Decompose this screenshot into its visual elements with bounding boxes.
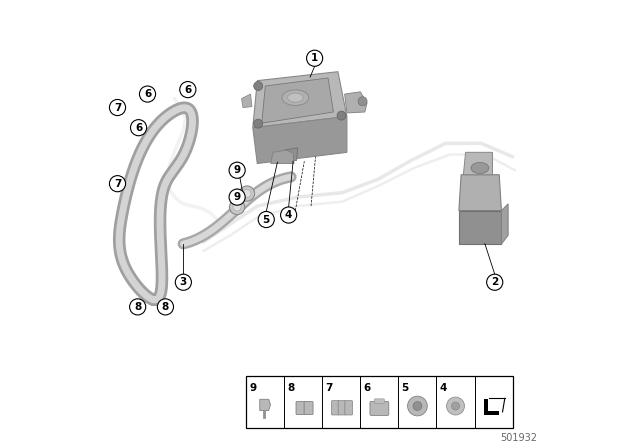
Polygon shape xyxy=(253,116,347,164)
Text: 6: 6 xyxy=(184,85,191,95)
Circle shape xyxy=(140,86,156,102)
Circle shape xyxy=(447,397,465,415)
Text: 3: 3 xyxy=(180,277,187,287)
Polygon shape xyxy=(260,399,271,410)
Text: 4: 4 xyxy=(285,210,292,220)
Circle shape xyxy=(258,211,275,228)
Text: 6: 6 xyxy=(144,89,151,99)
Circle shape xyxy=(109,176,125,192)
FancyBboxPatch shape xyxy=(370,401,388,415)
Text: 6: 6 xyxy=(135,123,142,133)
FancyBboxPatch shape xyxy=(345,401,353,415)
Polygon shape xyxy=(345,92,367,113)
Text: 5: 5 xyxy=(401,383,409,392)
Circle shape xyxy=(180,82,196,98)
Bar xyxy=(484,399,488,415)
Circle shape xyxy=(451,402,460,410)
Text: 501932: 501932 xyxy=(500,433,538,443)
Bar xyxy=(246,376,513,428)
Polygon shape xyxy=(262,78,333,123)
Ellipse shape xyxy=(282,90,309,105)
Circle shape xyxy=(230,199,244,215)
Circle shape xyxy=(486,274,503,290)
Text: 9: 9 xyxy=(249,383,256,392)
Circle shape xyxy=(408,396,428,416)
Circle shape xyxy=(131,120,147,136)
Circle shape xyxy=(307,50,323,66)
Text: 8: 8 xyxy=(162,302,169,312)
Circle shape xyxy=(337,111,346,120)
Bar xyxy=(484,410,499,415)
Text: 1: 1 xyxy=(311,53,318,63)
Polygon shape xyxy=(459,211,502,244)
FancyBboxPatch shape xyxy=(338,401,346,415)
Polygon shape xyxy=(242,94,252,108)
FancyBboxPatch shape xyxy=(374,399,384,403)
Text: 8: 8 xyxy=(134,302,141,312)
Text: 9: 9 xyxy=(234,165,241,175)
Text: 7: 7 xyxy=(114,179,121,189)
Text: 9: 9 xyxy=(234,192,241,202)
Text: 7: 7 xyxy=(114,103,121,112)
Circle shape xyxy=(229,162,245,178)
Circle shape xyxy=(233,203,241,211)
Circle shape xyxy=(175,274,191,290)
Circle shape xyxy=(130,299,146,315)
Ellipse shape xyxy=(287,93,303,102)
FancyBboxPatch shape xyxy=(332,401,339,415)
Circle shape xyxy=(157,299,173,315)
Circle shape xyxy=(109,99,125,116)
Polygon shape xyxy=(463,152,493,175)
Ellipse shape xyxy=(471,162,489,174)
Text: 8: 8 xyxy=(287,383,294,392)
FancyBboxPatch shape xyxy=(304,401,313,414)
Circle shape xyxy=(239,186,255,201)
Polygon shape xyxy=(253,72,347,128)
Circle shape xyxy=(229,189,245,205)
Circle shape xyxy=(280,207,297,223)
Polygon shape xyxy=(459,175,502,211)
Circle shape xyxy=(413,401,422,410)
Text: 6: 6 xyxy=(364,383,371,392)
FancyBboxPatch shape xyxy=(296,401,305,414)
Circle shape xyxy=(253,82,262,90)
Circle shape xyxy=(243,190,251,198)
Text: 2: 2 xyxy=(491,277,499,287)
Polygon shape xyxy=(502,204,508,244)
Polygon shape xyxy=(271,150,294,164)
Text: 7: 7 xyxy=(325,383,333,392)
Polygon shape xyxy=(282,148,298,161)
Circle shape xyxy=(253,119,262,128)
Text: 4: 4 xyxy=(440,383,447,392)
Text: 5: 5 xyxy=(262,215,270,224)
Circle shape xyxy=(358,97,367,106)
